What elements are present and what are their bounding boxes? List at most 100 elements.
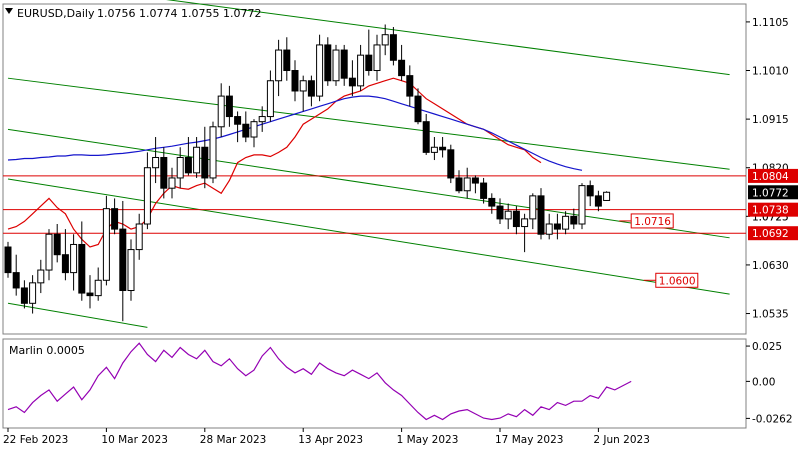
price-tick-label: 1.0630: [752, 260, 789, 272]
indicator-label: Marlin 0.0005: [9, 344, 85, 357]
target-label: 1.0716: [634, 216, 671, 228]
candle-body[interactable]: [307, 80, 315, 97]
candle-body[interactable]: [217, 95, 225, 128]
candle-body[interactable]: [168, 177, 176, 189]
candle-body[interactable]: [594, 195, 602, 207]
candle-body[interactable]: [111, 208, 119, 230]
channel-line-0: [166, 0, 730, 76]
candle-body[interactable]: [389, 34, 397, 61]
price-tick-label: 1.1010: [752, 66, 789, 78]
candle-body[interactable]: [512, 210, 520, 228]
candle-body[interactable]: [406, 75, 414, 97]
candle-body[interactable]: [266, 80, 274, 118]
oscillator-pane-frame: [2, 338, 747, 429]
candle-body[interactable]: [70, 243, 78, 274]
x-tick-label: 2 Jun 2023: [593, 434, 649, 446]
dropdown-triangle-icon[interactable]: [5, 8, 13, 14]
candle-body[interactable]: [381, 34, 389, 46]
candle-body[interactable]: [225, 95, 233, 118]
candle-body[interactable]: [20, 287, 28, 304]
candle-body[interactable]: [545, 223, 553, 235]
candle-body[interactable]: [504, 210, 512, 220]
candle-body[interactable]: [250, 121, 258, 138]
candle-body[interactable]: [316, 44, 324, 97]
candle-body[interactable]: [439, 146, 447, 151]
candle-body[interactable]: [283, 49, 291, 72]
candle-body[interactable]: [102, 208, 110, 281]
candle-body[interactable]: [209, 126, 217, 179]
candle-body[interactable]: [430, 146, 438, 153]
candle-body[interactable]: [152, 156, 160, 169]
candles[interactable]: [4, 24, 611, 322]
axes: 1.11051.10101.09151.08201.07251.06301.05…: [3, 17, 798, 446]
candle-body[interactable]: [119, 228, 127, 292]
candle-body[interactable]: [193, 146, 201, 174]
chart-header: EURUSD,Daily 1.0756 1.0774 1.0755 1.0772…: [5, 7, 261, 357]
chart-frames: [2, 3, 747, 429]
candle-body[interactable]: [4, 246, 12, 274]
osc-tick-label: -0.0262: [752, 413, 793, 425]
channel-line-3: [7, 178, 730, 295]
candle-body[interactable]: [37, 269, 45, 284]
candle-body[interactable]: [357, 54, 365, 87]
candle-body[interactable]: [176, 156, 184, 179]
candle-body[interactable]: [463, 177, 471, 192]
candle-body[interactable]: [603, 191, 611, 201]
candle-body[interactable]: [414, 95, 422, 123]
candle-body[interactable]: [94, 279, 102, 297]
candle-body[interactable]: [521, 218, 529, 228]
level-tag-label: 1.0738: [752, 205, 789, 217]
candle-body[interactable]: [12, 272, 20, 289]
candle-body[interactable]: [86, 292, 94, 297]
candle-body[interactable]: [422, 121, 430, 153]
price-tick-label: 1.0915: [752, 114, 789, 126]
candle-body[interactable]: [135, 223, 143, 251]
candle-body[interactable]: [127, 249, 135, 292]
current-price-tag-bg: [748, 185, 798, 200]
candle-body[interactable]: [332, 49, 340, 82]
candle-body[interactable]: [160, 156, 168, 189]
horizontal-levels: [3, 175, 746, 234]
candle-body[interactable]: [586, 185, 594, 197]
candle-body[interactable]: [78, 243, 86, 294]
candle-body[interactable]: [291, 70, 299, 92]
candle-body[interactable]: [61, 254, 69, 274]
x-tick-label: 1 May 2023: [397, 434, 459, 446]
candle-body[interactable]: [184, 156, 192, 174]
channel-lines: [7, 0, 730, 328]
candle-body[interactable]: [29, 282, 37, 304]
candle-body[interactable]: [562, 215, 570, 230]
candle-body[interactable]: [242, 123, 250, 138]
candle-body[interactable]: [471, 177, 479, 184]
candle-body[interactable]: [53, 233, 61, 256]
candle-body[interactable]: [496, 205, 504, 220]
candle-body[interactable]: [447, 149, 455, 179]
candle-body[interactable]: [537, 195, 545, 235]
candle-body[interactable]: [373, 44, 381, 72]
moving-averages: [7, 77, 583, 248]
channel-line-4: [7, 302, 148, 328]
candle-body[interactable]: [529, 195, 537, 220]
candle-body[interactable]: [570, 215, 578, 225]
candle-body[interactable]: [578, 185, 586, 225]
target-box: [630, 213, 674, 229]
candle-body[interactable]: [365, 54, 373, 72]
channel-line-1: [7, 77, 730, 170]
channel-line-2: [7, 128, 730, 239]
candle-body[interactable]: [275, 49, 283, 82]
candle-body[interactable]: [299, 80, 307, 92]
candle-body[interactable]: [340, 49, 348, 79]
candle-body[interactable]: [201, 146, 209, 179]
candle-body[interactable]: [455, 177, 463, 192]
candle-body[interactable]: [398, 59, 406, 77]
candle-body[interactable]: [258, 116, 266, 123]
candle-body[interactable]: [324, 44, 332, 82]
candle-body[interactable]: [348, 77, 356, 87]
candle-body[interactable]: [234, 116, 242, 125]
candle-body[interactable]: [45, 233, 53, 271]
candle-body[interactable]: [488, 197, 496, 207]
candle-body[interactable]: [553, 223, 561, 230]
candle-body[interactable]: [480, 182, 488, 199]
candle-body[interactable]: [143, 167, 151, 225]
